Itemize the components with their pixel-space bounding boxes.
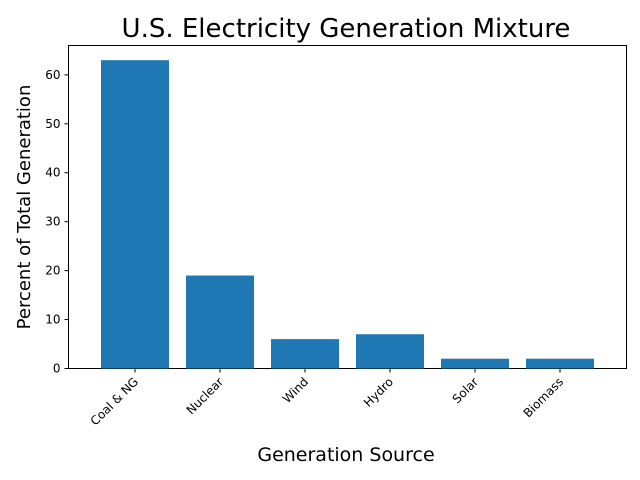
y-tick-label: 0: [53, 362, 61, 376]
bar: [526, 358, 594, 369]
bar: [101, 60, 169, 369]
chart-title: U.S. Electricity Generation Mixture: [122, 14, 571, 44]
y-tick-label: 50: [45, 117, 60, 131]
y-tick-label: 60: [45, 68, 60, 82]
y-tick-label: 10: [45, 313, 60, 327]
y-tick-label: 20: [45, 264, 60, 278]
bar: [271, 339, 339, 369]
plot-area: [68, 45, 627, 369]
x-tick-label: Biomass: [521, 375, 567, 421]
y-axis-label: Percent of Total Generation: [14, 85, 35, 330]
x-tick-label: Hydro: [361, 375, 396, 410]
bar: [356, 334, 424, 369]
bars: [101, 60, 594, 369]
x-tick-label: Wind: [280, 375, 311, 406]
bar: [186, 275, 254, 369]
x-tick-label: Nuclear: [184, 375, 227, 418]
y-tick-label: 30: [45, 215, 60, 229]
x-axis-label: Generation Source: [257, 444, 434, 466]
x-tick-label: Solar: [450, 375, 482, 407]
y-tick-label: 40: [45, 166, 60, 180]
y-axis: 0 10 20 30 40 50 60: [45, 68, 69, 376]
x-tick-label: Coal & NG: [88, 375, 142, 429]
bar: [441, 358, 509, 369]
x-axis: Coal & NG Nuclear Wind Hydro Solar Biomass: [88, 368, 567, 429]
